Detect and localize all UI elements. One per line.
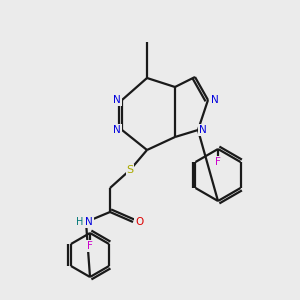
Text: N: N [199, 125, 207, 135]
Text: H: H [76, 217, 84, 227]
Text: F: F [87, 241, 93, 251]
Text: N: N [113, 125, 121, 135]
Text: F: F [215, 157, 221, 167]
Text: N: N [211, 95, 219, 105]
Text: N: N [113, 95, 121, 105]
Text: N: N [85, 217, 93, 227]
Text: O: O [135, 217, 143, 227]
Text: S: S [126, 165, 134, 175]
